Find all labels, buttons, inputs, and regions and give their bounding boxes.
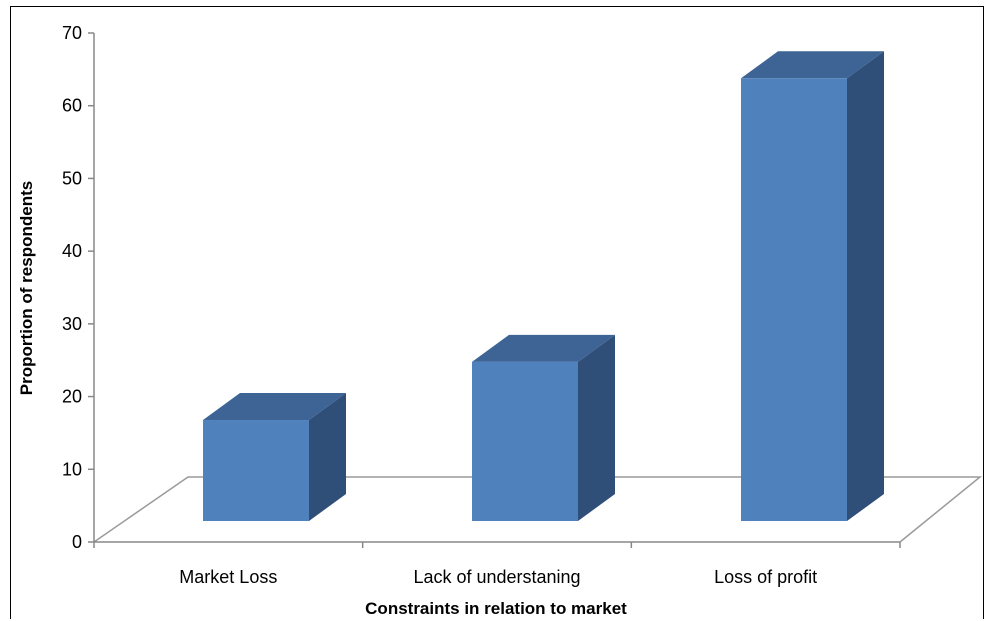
x-tick-label: Market Loss — [179, 567, 277, 587]
x-tick-label: Loss of profit — [714, 567, 817, 587]
bar-front-face — [203, 420, 309, 521]
bar-top-face — [203, 393, 346, 421]
chart-frame — [10, 6, 984, 619]
y-axis: 0 10 20 30 40 50 60 70 — [62, 23, 95, 552]
bar — [741, 51, 884, 522]
bar-side-face — [309, 393, 346, 521]
x-tick-label: Lack of understaning — [413, 567, 580, 587]
x-axis: Market Loss Lack of understaning Loss of p… — [93, 541, 901, 587]
bar — [203, 393, 346, 521]
y-tick-label: 10 — [62, 459, 82, 479]
bar — [472, 334, 615, 521]
bars — [203, 51, 884, 522]
bar-top-face — [472, 334, 615, 362]
y-tick-label: 40 — [62, 241, 82, 261]
y-axis-title: Proportion of respondents — [17, 181, 36, 395]
y-tick-label: 20 — [62, 387, 82, 407]
bar-side-face — [578, 334, 615, 521]
y-tick-label: 60 — [62, 96, 82, 116]
y-tick-label: 50 — [62, 168, 82, 188]
x-axis-title: Constraints in relation to market — [365, 599, 627, 618]
bar-front-face — [472, 361, 578, 521]
bar-front-face — [741, 78, 847, 521]
y-tick-label: 70 — [62, 23, 82, 43]
y-tick-label: 0 — [72, 532, 82, 552]
y-tick-label: 30 — [62, 314, 82, 334]
bar-top-face — [741, 51, 884, 79]
bar-side-face — [847, 51, 884, 522]
